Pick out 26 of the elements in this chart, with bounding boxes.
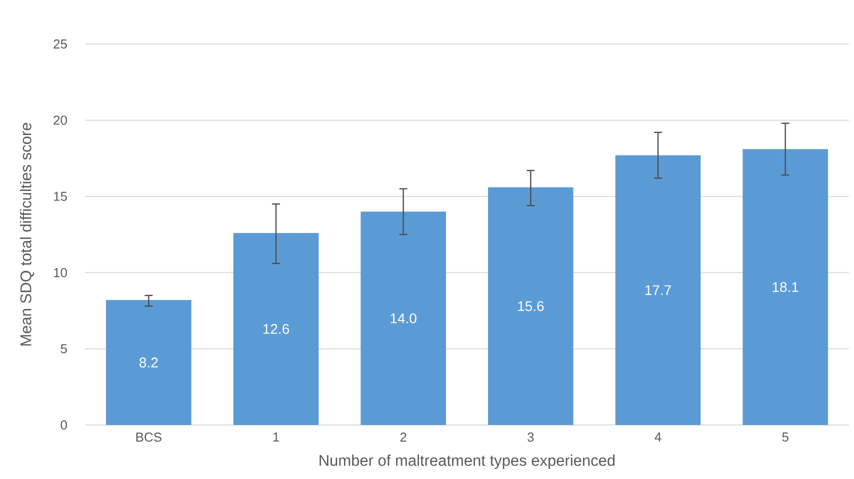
bar (360, 212, 446, 425)
x-axis-title: Number of maltreatment types experienced (320, 454, 615, 469)
x-tick-label: 1 (273, 432, 279, 442)
bar (615, 155, 701, 425)
y-tick-label: 25 (54, 39, 67, 49)
data-label: 17.7 (645, 285, 671, 295)
data-label: 14.0 (390, 313, 416, 324)
data-label: 18.1 (772, 282, 798, 292)
data-label: 8.2 (140, 358, 158, 368)
y-axis-title: Mean SDQ total difficulties score (20, 122, 34, 346)
x-tick-label: BCS (136, 432, 162, 442)
y-tick-label: 10 (54, 268, 67, 278)
bar (488, 187, 574, 425)
y-tick-label: 5 (60, 344, 67, 354)
x-tick-label: 2 (400, 432, 406, 442)
data-label: 12.6 (263, 324, 290, 334)
y-tick-label: 15 (54, 192, 67, 201)
bar (233, 232, 319, 425)
x-tick-label: 5 (782, 432, 788, 442)
y-tick-label: 20 (54, 116, 67, 125)
y-tick-label: 0 (60, 420, 67, 430)
data-label: 15.6 (518, 301, 544, 312)
bar (106, 300, 192, 425)
bar (742, 149, 828, 425)
x-tick-label: 4 (654, 432, 662, 442)
x-tick-label: 3 (528, 432, 534, 442)
